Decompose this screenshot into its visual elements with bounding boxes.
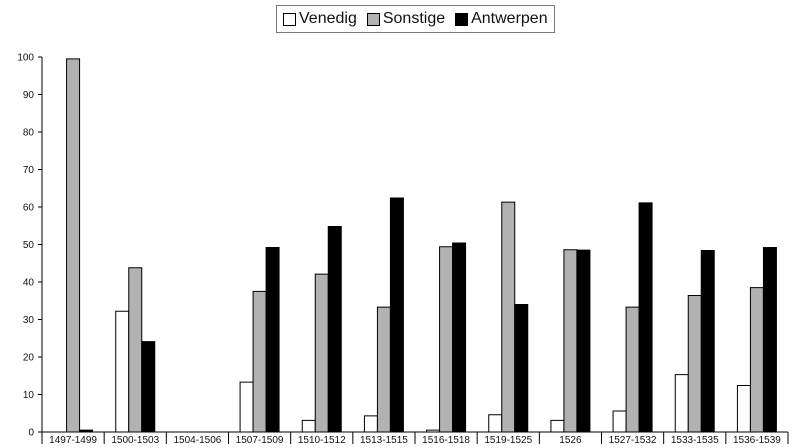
- y-tick-label: 20: [23, 353, 35, 364]
- x-tick-label: 1536-1539: [733, 435, 781, 446]
- y-tick-label: 100: [17, 53, 34, 64]
- bar-venedig: [488, 414, 503, 433]
- legend-swatch-venedig: [283, 12, 296, 26]
- bar-sonstige: [128, 267, 143, 433]
- legend-item-venedig: Venedig: [283, 10, 357, 28]
- y-tick-label: 60: [23, 203, 35, 214]
- x-tick-label: 1507-1509: [236, 435, 284, 446]
- bar-sonstige: [563, 249, 578, 433]
- bar-venedig: [301, 419, 316, 433]
- bar-venedig: [239, 381, 254, 433]
- y-tick-label: 10: [23, 390, 35, 401]
- y-tick-label: 80: [23, 128, 35, 139]
- x-tick-label: 1504-1506: [174, 435, 222, 446]
- legend-swatch-sonstige: [366, 12, 380, 26]
- bar-venedig: [736, 385, 751, 433]
- bar-antwerpen: [452, 242, 467, 433]
- bar-antwerpen: [762, 247, 777, 433]
- x-tick-label: 1516-1518: [422, 435, 470, 446]
- bar-sonstige: [749, 287, 764, 433]
- y-tick-label: 30: [23, 315, 35, 326]
- x-tick-label: 1533-1535: [671, 435, 719, 446]
- bar-antwerpen: [700, 250, 715, 433]
- bar-venedig: [115, 310, 130, 433]
- bar-sonstige: [439, 246, 454, 433]
- x-tick-label: 1527-1532: [609, 435, 657, 446]
- x-tick-label: 1497-1499: [49, 435, 97, 446]
- bar-sonstige: [501, 201, 516, 433]
- bar-sonstige: [625, 306, 640, 433]
- legend-item-sonstige: Sonstige: [366, 10, 446, 28]
- bar-venedig: [426, 429, 441, 433]
- bar-antwerpen: [638, 202, 653, 433]
- x-tick-label: 1526: [559, 435, 582, 446]
- bar-venedig: [674, 374, 689, 433]
- legend: Venedig Sonstige Antwerpen: [276, 5, 555, 33]
- bar-antwerpen: [576, 249, 591, 433]
- bar-antwerpen: [327, 226, 342, 433]
- bar-antwerpen: [141, 341, 156, 433]
- bar-sonstige: [376, 306, 391, 433]
- y-tick-label: 90: [23, 90, 35, 101]
- legend-label-antwerpen: Antwerpen: [471, 10, 548, 27]
- bar-antwerpen: [389, 197, 404, 433]
- bar-sonstige: [66, 58, 81, 433]
- bar-sonstige: [252, 290, 267, 433]
- legend-item-antwerpen: Antwerpen: [455, 10, 548, 28]
- legend-label-sonstige: Sonstige: [382, 10, 446, 27]
- y-tick-label: 0: [28, 428, 34, 439]
- bar-antwerpen: [265, 247, 280, 433]
- bar-sonstige: [314, 273, 329, 433]
- bar-venedig: [612, 410, 627, 433]
- bar-venedig: [363, 415, 378, 433]
- bar-venedig: [550, 419, 565, 433]
- x-tick-label: 1519-1525: [484, 435, 532, 446]
- x-tick-label: 1513-1515: [360, 435, 408, 446]
- bar-sonstige: [687, 295, 702, 433]
- y-tick-label: 70: [23, 165, 35, 176]
- y-tick-label: 40: [23, 278, 35, 289]
- x-tick-label: 1510-1512: [298, 435, 346, 446]
- bar-antwerpen: [514, 304, 529, 433]
- bar-antwerpen: [79, 429, 94, 433]
- y-tick-label: 50: [23, 240, 35, 251]
- legend-label-venedig: Venedig: [299, 10, 357, 27]
- x-tick-label: 1500-1503: [111, 435, 159, 446]
- legend-swatch-antwerpen: [455, 12, 469, 26]
